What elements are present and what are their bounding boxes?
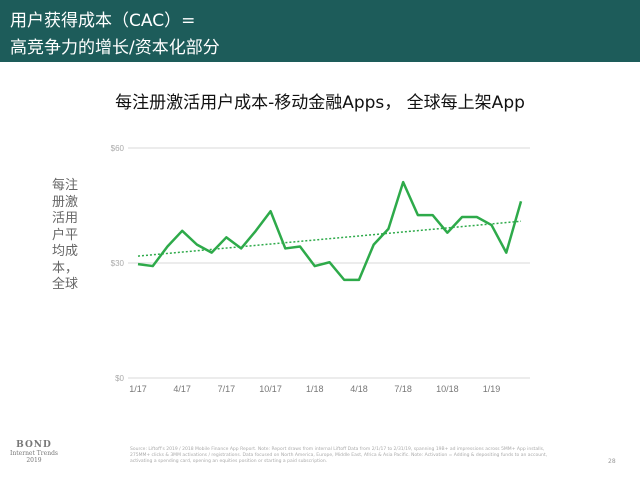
- brand-name: BOND: [16, 440, 52, 450]
- header-title-line-2: 高竞争力的增长/资本化部分: [10, 38, 220, 58]
- x-tick-layer: 1/17 4/17 7/17 10/17 1/18 4/18 7/18 10/18 1/19: [129, 384, 500, 394]
- y-tick-label: $30: [111, 259, 125, 268]
- x-tick-label: 1/18: [306, 384, 324, 394]
- trend-line: [137, 220, 522, 257]
- brand-subtitle: Internet Trends: [10, 450, 59, 457]
- slide-header: 用户获得成本（CAC）= 高竞争力的增长/资本化部分: [0, 0, 640, 62]
- x-tick-label: 4/17: [173, 384, 191, 394]
- bond-logo: BOND Internet Trends 2019: [10, 440, 58, 464]
- x-tick-label: 10/18: [436, 384, 459, 394]
- x-tick-label: 4/18: [350, 384, 368, 394]
- y-tick-label: $60: [111, 144, 125, 153]
- x-tick-label: 7/18: [394, 384, 412, 394]
- source-note: Source: Liftoff's 2019 / 2018 Mobile Fin…: [130, 447, 548, 464]
- x-tick-label: 1/19: [483, 384, 501, 394]
- brand-year: 2019: [26, 457, 42, 464]
- y-tick-label: $0: [115, 374, 124, 383]
- y-tick-layer: $0 $30 $60: [111, 144, 125, 383]
- header-title-line-1: 用户获得成本（CAC）=: [10, 11, 196, 31]
- x-tick-label: 1/17: [129, 384, 147, 394]
- x-tick-label: 10/17: [259, 384, 282, 394]
- y-axis-label: 每注册激活用户平均成本，全球: [52, 178, 79, 292]
- chart-title: 每注册激活用户成本-移动金融Apps， 全球每上架App: [115, 93, 525, 113]
- page-number: 28: [608, 458, 616, 465]
- x-tick-label: 7/17: [218, 384, 236, 394]
- series-line: [137, 180, 523, 282]
